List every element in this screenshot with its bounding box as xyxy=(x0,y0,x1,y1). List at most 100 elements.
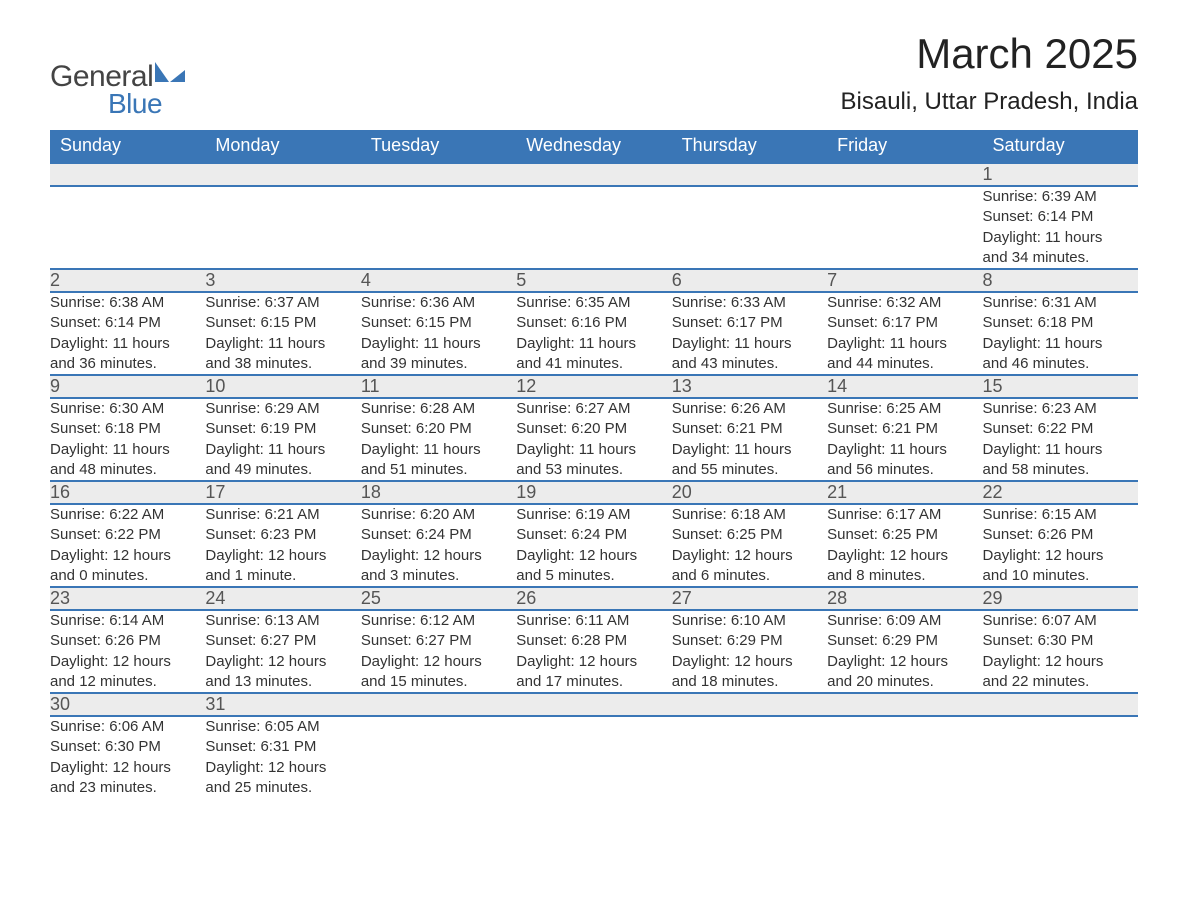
day-day1: Daylight: 12 hours xyxy=(361,652,516,672)
day-number-cell xyxy=(50,163,205,186)
day-number: 7 xyxy=(827,270,837,290)
day-sunrise: Sunrise: 6:19 AM xyxy=(516,505,671,525)
day-day1: Daylight: 11 hours xyxy=(50,334,205,354)
day-number-cell: 24 xyxy=(205,587,360,610)
day-number: 12 xyxy=(516,376,536,396)
day-day2: and 38 minutes. xyxy=(205,354,360,374)
day-day2: and 20 minutes. xyxy=(827,672,982,692)
day-number-cell xyxy=(361,163,516,186)
day-number: 28 xyxy=(827,588,847,608)
day-sunset: Sunset: 6:21 PM xyxy=(672,419,827,439)
day-day1: Daylight: 12 hours xyxy=(50,758,205,778)
day-day2: and 22 minutes. xyxy=(983,672,1138,692)
day-day1: Daylight: 11 hours xyxy=(205,334,360,354)
day-detail-cell: Sunrise: 6:31 AMSunset: 6:18 PMDaylight:… xyxy=(983,292,1138,375)
detail-row: Sunrise: 6:38 AMSunset: 6:14 PMDaylight:… xyxy=(50,292,1138,375)
day-number-cell: 9 xyxy=(50,375,205,398)
day-day2: and 49 minutes. xyxy=(205,460,360,480)
day-detail-cell xyxy=(672,716,827,798)
day-sunset: Sunset: 6:18 PM xyxy=(983,313,1138,333)
brand-text-blue: Blue xyxy=(108,88,185,120)
day-sunrise: Sunrise: 6:22 AM xyxy=(50,505,205,525)
day-number: 27 xyxy=(672,588,692,608)
day-day1: Daylight: 11 hours xyxy=(983,228,1138,248)
day-sunset: Sunset: 6:26 PM xyxy=(983,525,1138,545)
col-monday: Monday xyxy=(205,130,360,163)
day-detail-cell: Sunrise: 6:25 AMSunset: 6:21 PMDaylight:… xyxy=(827,398,982,481)
day-number-cell: 1 xyxy=(983,163,1138,186)
day-detail-cell: Sunrise: 6:33 AMSunset: 6:17 PMDaylight:… xyxy=(672,292,827,375)
brand-logo: General Blue xyxy=(50,30,185,120)
day-day1: Daylight: 11 hours xyxy=(983,440,1138,460)
calendar-table: Sunday Monday Tuesday Wednesday Thursday… xyxy=(50,130,1138,798)
day-day2: and 46 minutes. xyxy=(983,354,1138,374)
day-sunset: Sunset: 6:15 PM xyxy=(361,313,516,333)
day-detail-cell: Sunrise: 6:27 AMSunset: 6:20 PMDaylight:… xyxy=(516,398,671,481)
day-number: 22 xyxy=(983,482,1003,502)
weekday-header-row: Sunday Monday Tuesday Wednesday Thursday… xyxy=(50,130,1138,163)
day-number-cell xyxy=(672,163,827,186)
day-number-cell: 14 xyxy=(827,375,982,398)
day-number-cell: 18 xyxy=(361,481,516,504)
day-sunset: Sunset: 6:27 PM xyxy=(205,631,360,651)
day-detail-cell xyxy=(361,716,516,798)
day-sunset: Sunset: 6:14 PM xyxy=(983,207,1138,227)
day-number-cell xyxy=(983,693,1138,716)
day-detail-cell xyxy=(827,716,982,798)
day-number: 3 xyxy=(205,270,215,290)
day-number-cell: 2 xyxy=(50,269,205,292)
day-sunrise: Sunrise: 6:20 AM xyxy=(361,505,516,525)
col-sunday: Sunday xyxy=(50,130,205,163)
day-sunrise: Sunrise: 6:36 AM xyxy=(361,293,516,313)
day-day1: Daylight: 12 hours xyxy=(516,652,671,672)
day-sunset: Sunset: 6:25 PM xyxy=(672,525,827,545)
col-friday: Friday xyxy=(827,130,982,163)
day-day2: and 17 minutes. xyxy=(516,672,671,692)
detail-row: Sunrise: 6:30 AMSunset: 6:18 PMDaylight:… xyxy=(50,398,1138,481)
day-day1: Daylight: 11 hours xyxy=(50,440,205,460)
day-sunset: Sunset: 6:29 PM xyxy=(827,631,982,651)
daynum-row: 16171819202122 xyxy=(50,481,1138,504)
brand-shape-icon xyxy=(155,60,185,84)
day-day1: Daylight: 11 hours xyxy=(983,334,1138,354)
day-sunset: Sunset: 6:20 PM xyxy=(516,419,671,439)
day-sunrise: Sunrise: 6:26 AM xyxy=(672,399,827,419)
day-number: 16 xyxy=(50,482,70,502)
day-number: 23 xyxy=(50,588,70,608)
day-sunrise: Sunrise: 6:39 AM xyxy=(983,187,1138,207)
day-day1: Daylight: 11 hours xyxy=(361,334,516,354)
col-thursday: Thursday xyxy=(672,130,827,163)
day-sunset: Sunset: 6:29 PM xyxy=(672,631,827,651)
day-day1: Daylight: 12 hours xyxy=(516,546,671,566)
title-block: March 2025 Bisauli, Uttar Pradesh, India xyxy=(841,30,1138,116)
day-number: 6 xyxy=(672,270,682,290)
day-sunset: Sunset: 6:17 PM xyxy=(672,313,827,333)
day-detail-cell: Sunrise: 6:32 AMSunset: 6:17 PMDaylight:… xyxy=(827,292,982,375)
day-detail-cell: Sunrise: 6:17 AMSunset: 6:25 PMDaylight:… xyxy=(827,504,982,587)
day-number-cell: 12 xyxy=(516,375,671,398)
day-number-cell: 15 xyxy=(983,375,1138,398)
day-detail-cell: Sunrise: 6:39 AMSunset: 6:14 PMDaylight:… xyxy=(983,186,1138,269)
day-number: 26 xyxy=(516,588,536,608)
day-day1: Daylight: 12 hours xyxy=(205,652,360,672)
day-number: 11 xyxy=(361,376,380,396)
day-detail-cell: Sunrise: 6:36 AMSunset: 6:15 PMDaylight:… xyxy=(361,292,516,375)
day-number-cell: 27 xyxy=(672,587,827,610)
day-day1: Daylight: 12 hours xyxy=(205,546,360,566)
day-day2: and 13 minutes. xyxy=(205,672,360,692)
day-day2: and 36 minutes. xyxy=(50,354,205,374)
day-sunrise: Sunrise: 6:05 AM xyxy=(205,717,360,737)
day-sunrise: Sunrise: 6:29 AM xyxy=(205,399,360,419)
day-detail-cell xyxy=(205,186,360,269)
day-sunset: Sunset: 6:20 PM xyxy=(361,419,516,439)
day-sunset: Sunset: 6:22 PM xyxy=(983,419,1138,439)
day-sunrise: Sunrise: 6:31 AM xyxy=(983,293,1138,313)
day-number-cell: 21 xyxy=(827,481,982,504)
day-sunset: Sunset: 6:21 PM xyxy=(827,419,982,439)
day-number-cell xyxy=(827,163,982,186)
day-number: 17 xyxy=(205,482,225,502)
day-day1: Daylight: 12 hours xyxy=(50,652,205,672)
day-day2: and 53 minutes. xyxy=(516,460,671,480)
daynum-row: 23242526272829 xyxy=(50,587,1138,610)
day-day2: and 15 minutes. xyxy=(361,672,516,692)
